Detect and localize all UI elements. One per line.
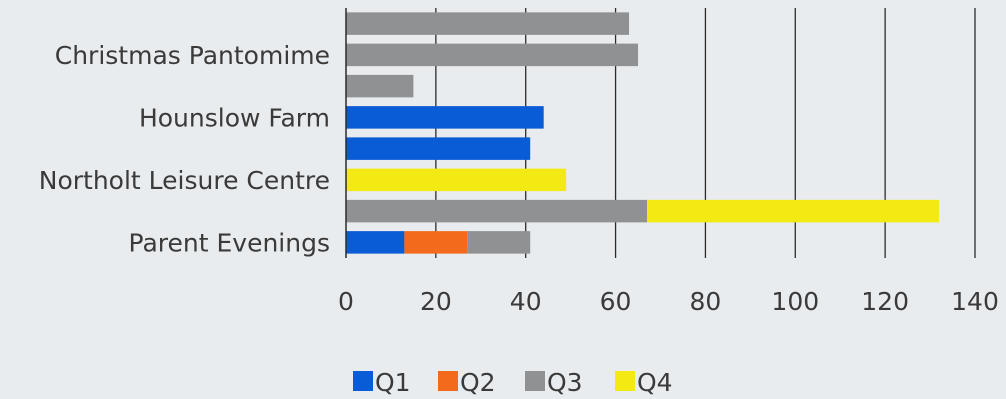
legend-label-q3: Q3 bbox=[547, 368, 583, 397]
x-tick-label: 100 bbox=[771, 287, 819, 316]
category-label: Northolt Leisure Centre bbox=[39, 166, 330, 195]
legend-swatch-q2 bbox=[438, 371, 458, 391]
category-label: Christmas Pantomime bbox=[55, 41, 330, 70]
category-label: Parent Evenings bbox=[129, 228, 330, 257]
x-tick-label: 120 bbox=[861, 287, 909, 316]
legend-swatch-q1 bbox=[353, 371, 373, 391]
category-label: Hounslow Farm bbox=[139, 103, 330, 132]
bar-segment-q1 bbox=[346, 231, 405, 254]
legend-label-q1: Q1 bbox=[375, 368, 411, 397]
legend-swatch-q3 bbox=[525, 371, 545, 391]
x-tick-label: 80 bbox=[690, 287, 722, 316]
legend: Q1 Q2 Q3 Q4 bbox=[353, 368, 673, 397]
legend-swatch-q4 bbox=[615, 371, 635, 391]
bar-segment-q4 bbox=[647, 199, 940, 223]
category-labels: Christmas Pantomime Hounslow Farm Northolt… bbox=[39, 41, 330, 258]
bar-segment-q3 bbox=[346, 74, 414, 98]
bar-segment-q1 bbox=[346, 106, 544, 129]
x-tick-label: 0 bbox=[338, 287, 354, 316]
legend-label-q4: Q4 bbox=[637, 368, 673, 397]
bar-segment-q3 bbox=[346, 43, 639, 67]
bar-segment-q1 bbox=[346, 137, 531, 160]
bar-segment-q2 bbox=[404, 231, 468, 254]
bar-segment-q3 bbox=[467, 231, 531, 254]
x-tick-label: 40 bbox=[510, 287, 542, 316]
x-tick-labels: 0 20 40 60 80 100 120 140 bbox=[338, 287, 999, 316]
bar-segment-q3 bbox=[346, 12, 630, 35]
bar-segment-q3 bbox=[346, 199, 648, 223]
bar-segment-q4 bbox=[346, 168, 567, 192]
bars bbox=[346, 12, 940, 254]
x-tick-label: 20 bbox=[420, 287, 452, 316]
legend-label-q2: Q2 bbox=[460, 368, 496, 397]
x-tick-label: 140 bbox=[951, 287, 999, 316]
x-tick-label: 60 bbox=[600, 287, 632, 316]
